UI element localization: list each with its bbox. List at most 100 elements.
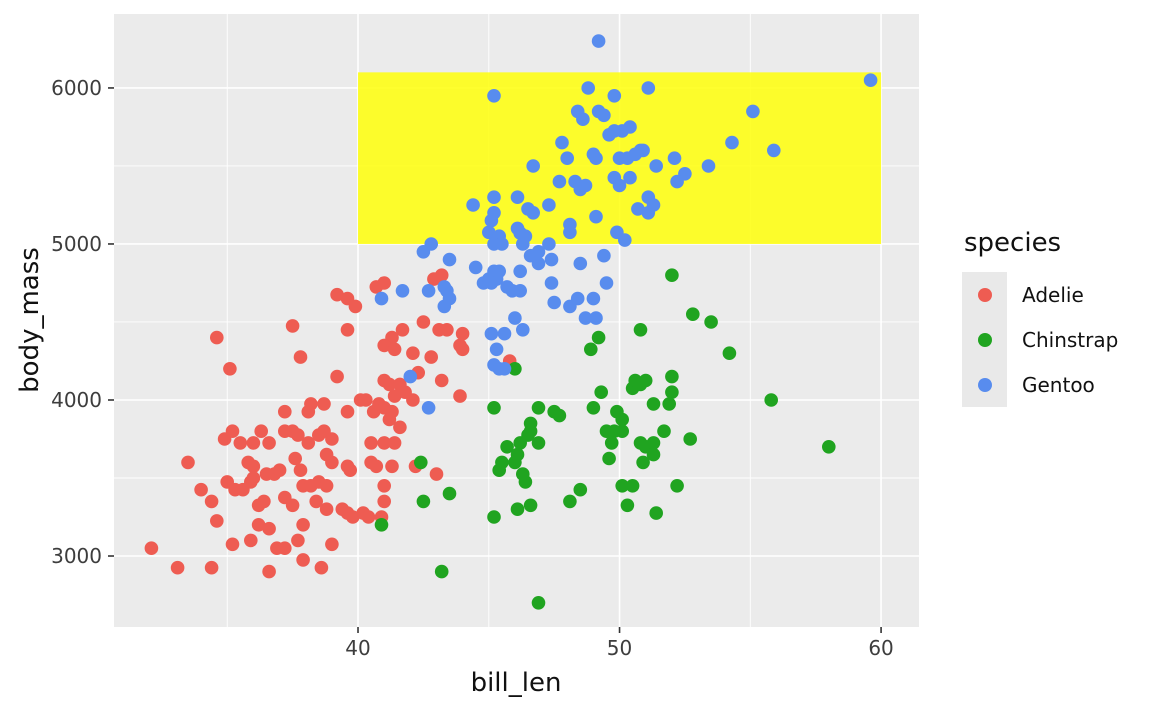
data-point-gentoo <box>542 198 556 212</box>
data-point-gentoo <box>701 159 716 173</box>
data-point-adelie <box>340 323 355 337</box>
data-point-adelie <box>377 276 392 290</box>
data-point-adelie <box>330 369 344 384</box>
data-point-chinstrap <box>615 424 629 439</box>
x-tick-label: 50 <box>606 636 633 660</box>
data-point-adelie <box>424 350 439 364</box>
data-point-chinstrap <box>573 482 588 497</box>
data-point-chinstrap <box>500 440 514 454</box>
data-point-gentoo <box>725 135 739 150</box>
data-point-gentoo <box>421 401 436 415</box>
data-point-adelie <box>296 553 310 567</box>
data-point-adelie <box>387 342 402 357</box>
data-point-chinstrap <box>822 440 836 454</box>
data-point-chinstrap <box>764 393 778 407</box>
data-point-gentoo <box>497 362 512 376</box>
data-point-adelie <box>244 533 258 548</box>
data-point-gentoo <box>489 342 504 357</box>
data-point-gentoo <box>437 299 452 314</box>
data-point-chinstrap <box>686 307 700 322</box>
data-point-gentoo <box>578 178 593 193</box>
data-point-gentoo <box>581 81 595 95</box>
data-point-adelie <box>262 521 276 536</box>
legend-key <box>962 362 1007 407</box>
data-point-chinstrap <box>552 408 567 423</box>
data-point-gentoo <box>570 291 585 306</box>
data-point-gentoo <box>578 311 593 325</box>
data-point-chinstrap <box>615 412 629 427</box>
data-point-chinstrap <box>657 424 671 439</box>
data-point-adelie <box>291 533 305 548</box>
data-point-gentoo <box>442 252 457 267</box>
data-point-gentoo <box>487 190 501 204</box>
data-point-gentoo <box>542 237 556 251</box>
data-point-gentoo <box>487 89 501 103</box>
data-point-adelie <box>296 518 310 532</box>
data-point-gentoo <box>670 174 684 189</box>
data-point-gentoo <box>646 198 661 212</box>
data-point-adelie <box>395 323 410 337</box>
data-point-adelie <box>455 326 470 341</box>
data-point-adelie <box>377 494 392 509</box>
data-point-chinstrap <box>563 494 577 509</box>
y-axis-title: body_mass <box>15 247 45 393</box>
data-point-gentoo <box>531 256 546 271</box>
data-point-gentoo <box>513 284 527 298</box>
data-point-gentoo <box>416 245 431 259</box>
data-point-adelie <box>325 455 339 470</box>
data-point-gentoo <box>526 159 540 173</box>
y-tick-label: 6000 <box>51 75 102 100</box>
data-point-gentoo <box>560 151 574 165</box>
data-point-chinstrap <box>649 506 663 520</box>
data-point-adelie <box>225 424 240 439</box>
data-point-chinstrap <box>591 330 606 345</box>
data-point-chinstrap <box>615 479 629 493</box>
data-point-adelie <box>170 560 185 575</box>
data-point-adelie <box>393 420 407 435</box>
data-point-gentoo <box>468 260 483 275</box>
data-point-adelie <box>262 564 276 579</box>
legend-item-gentoo: Gentoo <box>962 362 1147 407</box>
data-point-gentoo <box>599 276 614 290</box>
data-point-adelie <box>455 342 470 357</box>
data-point-gentoo <box>618 233 632 247</box>
data-point-gentoo <box>482 225 496 240</box>
data-point-chinstrap <box>414 455 428 470</box>
legend-title: species <box>964 228 1062 258</box>
legend-dot-icon <box>977 332 992 347</box>
data-point-adelie <box>210 514 224 528</box>
data-point-gentoo <box>623 170 637 185</box>
data-point-gentoo <box>589 311 603 325</box>
data-point-gentoo <box>607 89 622 103</box>
data-point-gentoo <box>612 178 627 193</box>
data-point-adelie <box>144 541 159 555</box>
legend: species Adelie Chinstrap Gentoo <box>962 228 1147 407</box>
data-point-gentoo <box>576 112 590 126</box>
data-point-chinstrap <box>510 447 525 462</box>
data-point-adelie <box>288 451 303 466</box>
data-point-gentoo <box>636 143 650 158</box>
data-point-adelie <box>233 436 248 450</box>
data-point-adelie <box>330 287 344 302</box>
data-point-adelie <box>453 389 467 403</box>
data-point-gentoo <box>466 198 480 212</box>
data-point-gentoo <box>403 369 418 384</box>
data-point-gentoo <box>586 291 601 306</box>
data-point-chinstrap <box>523 498 538 513</box>
data-point-adelie <box>406 346 420 361</box>
data-point-adelie <box>285 498 300 513</box>
data-point-adelie <box>301 436 316 450</box>
data-point-gentoo <box>508 311 522 325</box>
legend-label: Chinstrap <box>1022 327 1119 352</box>
data-point-adelie <box>387 436 402 450</box>
data-point-chinstrap <box>633 323 648 337</box>
data-point-adelie <box>406 393 420 407</box>
data-point-adelie <box>361 510 376 524</box>
data-point-chinstrap <box>495 455 509 470</box>
y-tick-label: 4000 <box>51 387 102 412</box>
data-point-chinstrap <box>683 432 697 446</box>
data-point-adelie <box>382 412 397 427</box>
data-point-adelie <box>359 393 373 407</box>
data-point-chinstrap <box>531 596 546 610</box>
data-point-adelie <box>278 404 292 419</box>
